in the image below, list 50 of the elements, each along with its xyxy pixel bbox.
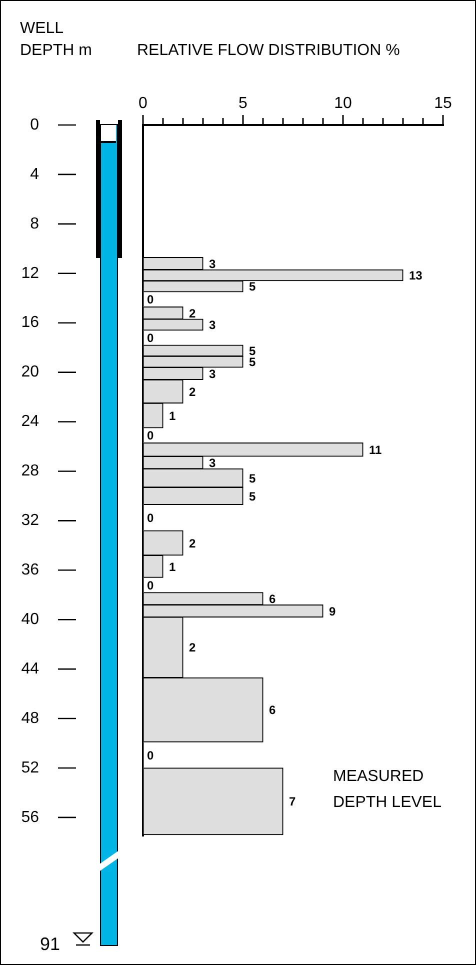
x-tick-label: 5 <box>238 94 248 112</box>
y-tick-label: 36 <box>21 562 40 579</box>
y-tick-label: 16 <box>21 314 40 332</box>
data-label: 0 <box>147 748 154 762</box>
x-tick-label: 15 <box>434 94 452 112</box>
data-label: 3 <box>209 318 216 332</box>
data-label: 5 <box>249 280 256 294</box>
data-label: 2 <box>189 306 196 320</box>
data-label: 5 <box>249 344 256 358</box>
y-tick-label: 20 <box>21 364 40 381</box>
data-label: 6 <box>269 703 276 718</box>
y-tick-label: 44 <box>21 660 40 678</box>
y-tick-label: 56 <box>21 808 40 826</box>
data-label: 0 <box>147 578 154 592</box>
x-tick-label: 10 <box>334 94 352 112</box>
data-label: 9 <box>329 604 336 618</box>
data-label: 13 <box>409 268 423 283</box>
x-axis-title: RELATIVE FLOW DISTRIBUTION % <box>137 41 400 61</box>
data-label: 3 <box>209 256 216 271</box>
data-label: 5 <box>249 489 256 504</box>
data-label: 0 <box>147 330 154 345</box>
data-label: 2 <box>189 384 196 399</box>
x-tick-label: 0 <box>138 94 148 112</box>
data-label: 7 <box>289 794 296 809</box>
y-tick-label: 8 <box>30 215 40 232</box>
y-tick-label: 52 <box>21 759 40 776</box>
data-label: 3 <box>209 456 216 470</box>
data-label: 0 <box>147 428 154 443</box>
text: 91 <box>40 933 60 955</box>
data-label: 6 <box>269 592 276 606</box>
data-label: 3 <box>209 366 216 381</box>
data-label: 0 <box>147 292 154 307</box>
data-label: 0 <box>147 510 154 525</box>
data-label: 11 <box>369 442 382 457</box>
y-axis-title: WELL DEPTH m <box>20 19 93 61</box>
y-tick-label: 32 <box>21 512 40 530</box>
y-tick-label: 48 <box>21 710 40 727</box>
y-tick-label: 12 <box>21 264 40 282</box>
y-tick-label: 4 <box>30 166 40 183</box>
annotation: MEASURED DEPTH LEVEL <box>333 767 442 813</box>
data-label: 1 <box>169 560 176 574</box>
y-tick-label: 40 <box>21 611 40 628</box>
data-label: 2 <box>189 536 196 550</box>
y-tick-label: 24 <box>21 413 40 430</box>
data-label: 5 <box>249 355 256 370</box>
y-tick-label: 0 <box>30 116 40 134</box>
data-label: 1 <box>169 408 176 423</box>
y-tick-label: 28 <box>21 462 40 480</box>
data-label: 5 <box>249 471 256 486</box>
data-label: 2 <box>189 640 196 655</box>
